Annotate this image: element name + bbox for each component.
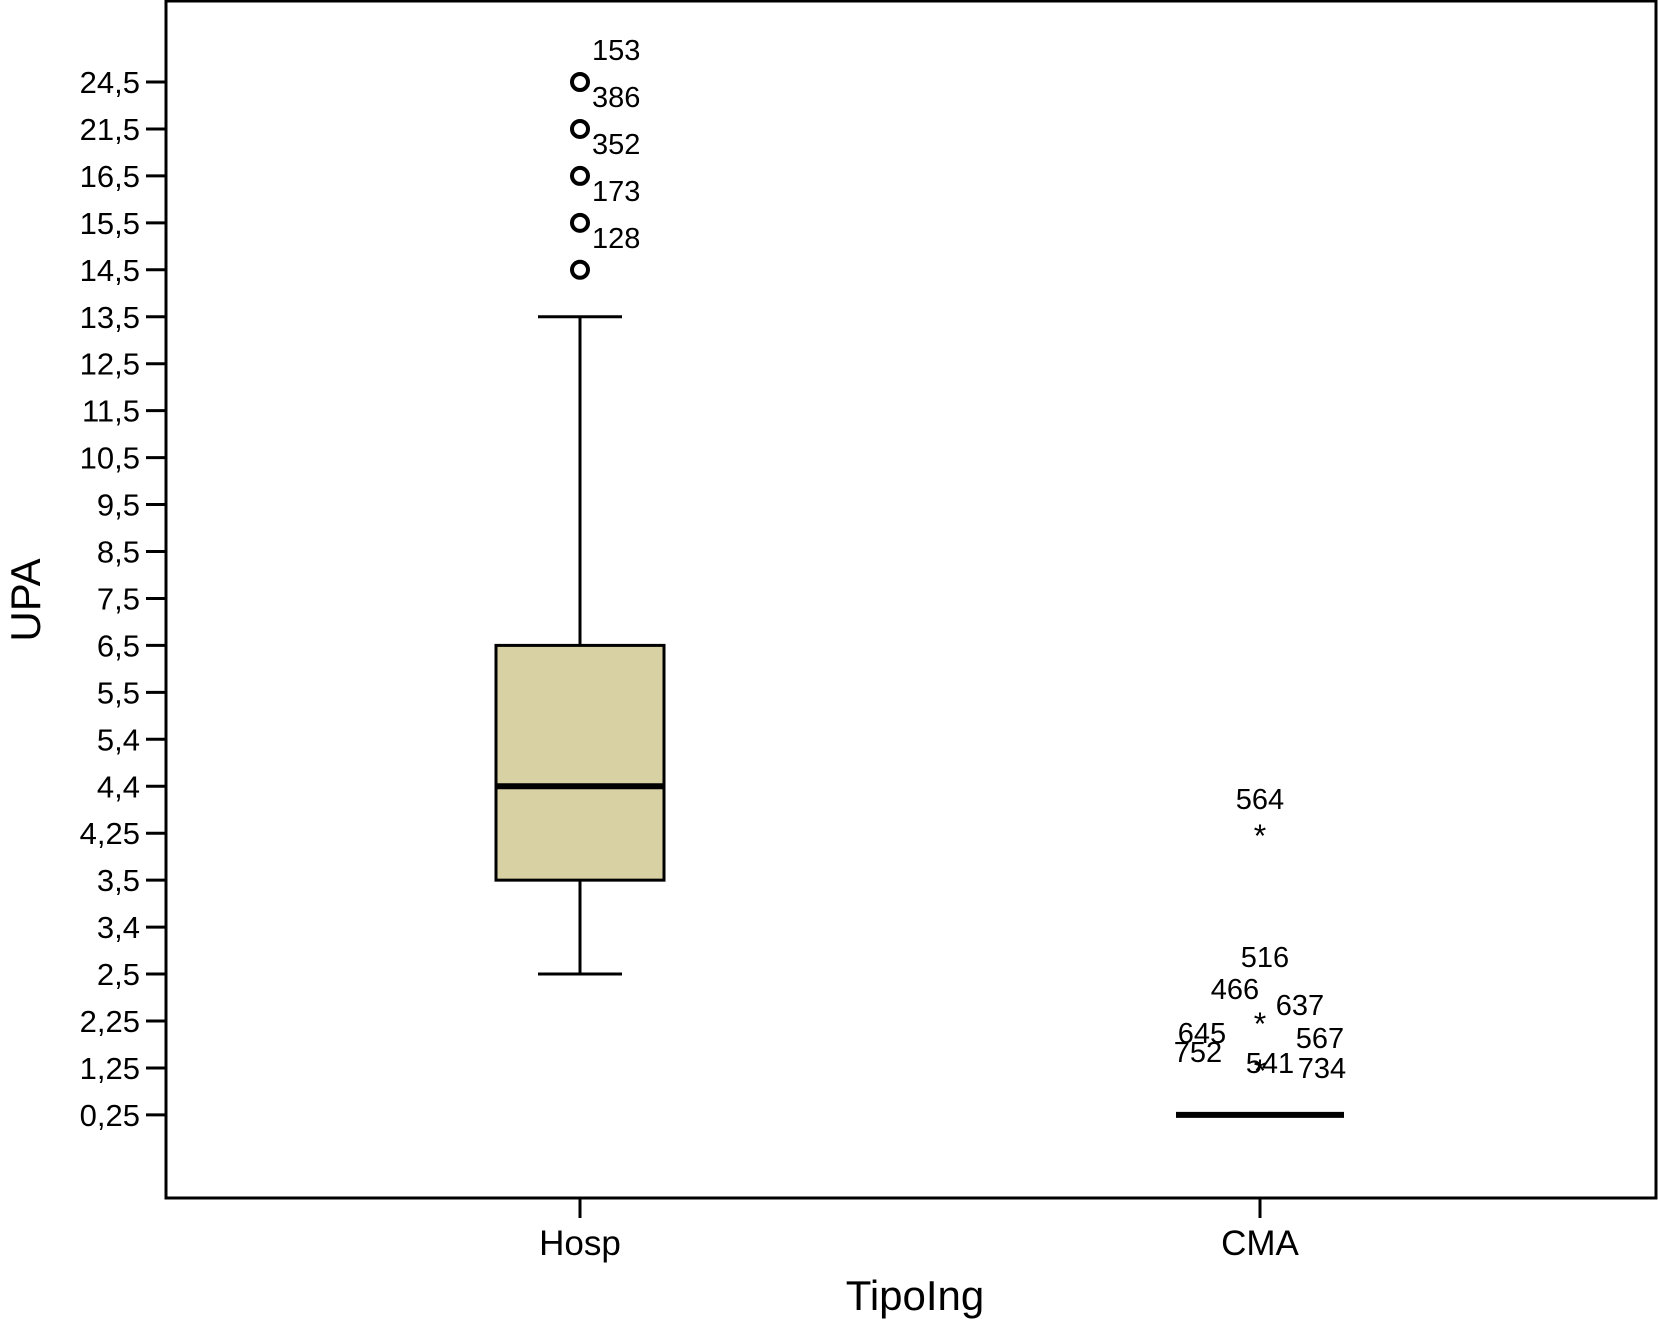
extreme-label: 734 (1298, 1053, 1346, 1085)
outlier-label: 173 (592, 176, 640, 208)
x-axis-title: TipoIng (846, 1272, 985, 1319)
outlier-point (570, 118, 590, 139)
y-tick-label: 4,4 (97, 769, 140, 804)
outlier-label: 386 (592, 82, 640, 114)
y-tick-label: 3,5 (97, 863, 140, 898)
y-axis-title: UPA (2, 558, 49, 641)
extreme-marker: * (1254, 1053, 1266, 1089)
y-axis: 0,25 1,25 2,25 2,5 3,4 3,5 4,25 4,4 5,4 5,5 6,5 7,5… (80, 65, 166, 1133)
y-tick-label: 10,5 (80, 441, 140, 476)
extreme-label: 637 (1276, 990, 1324, 1022)
extreme-label: 645 (1178, 1018, 1226, 1050)
extreme-label: 567 (1296, 1023, 1344, 1055)
extreme-marker: * (1254, 1006, 1266, 1042)
outlier-point (570, 72, 590, 92)
extreme-label: 564 (1236, 784, 1284, 816)
outlier-point (570, 165, 590, 186)
x-tick-label: CMA (1221, 1224, 1299, 1263)
extreme-label: 752 (1174, 1037, 1222, 1069)
y-tick-label: 11,5 (82, 394, 140, 429)
y-tick-label: 9,5 (97, 488, 140, 523)
outlier-label: 153 (592, 35, 640, 67)
extreme-marker: * (1254, 818, 1266, 854)
y-tick-label: 24,5 (80, 65, 140, 100)
outlier-label: 128 (592, 223, 640, 255)
outlier-label: 352 (592, 129, 640, 161)
y-tick-label: 6,5 (97, 628, 140, 663)
y-tick-label: 2,25 (80, 1004, 140, 1039)
y-tick-label: 5,4 (97, 722, 140, 757)
y-tick-label: 4,25 (80, 816, 140, 851)
y-tick-label: 3,4 (97, 910, 140, 945)
y-tick-label: 13,5 (80, 300, 140, 335)
x-tick-label: Hosp (539, 1224, 621, 1263)
plot-frame (164, 0, 1658, 1200)
y-tick-label: 12,5 (80, 347, 140, 382)
y-tick-label: 7,5 (97, 581, 140, 616)
y-tick-label: 16,5 (80, 159, 140, 194)
extreme-label: 541 (1246, 1048, 1294, 1080)
y-tick-label: 0,25 (80, 1098, 140, 1133)
y-tick-label: 5,5 (97, 675, 140, 710)
outlier-point (570, 212, 590, 233)
y-tick-label: 14,5 (80, 253, 140, 288)
x-axis: Hosp CMA (539, 1198, 1300, 1263)
iqr-box (494, 643, 666, 882)
outlier-point (570, 259, 590, 280)
y-tick-label: 1,25 (80, 1051, 140, 1086)
y-tick-label: 15,5 (80, 206, 140, 241)
extreme-label: 516 (1241, 942, 1289, 974)
y-tick-label: 8,5 (97, 535, 140, 570)
boxes: * * * (494, 72, 1344, 1118)
extreme-label: 466 (1211, 974, 1259, 1006)
y-tick-label: 2,5 (97, 957, 140, 992)
y-tick-label: 21,5 (80, 112, 140, 147)
